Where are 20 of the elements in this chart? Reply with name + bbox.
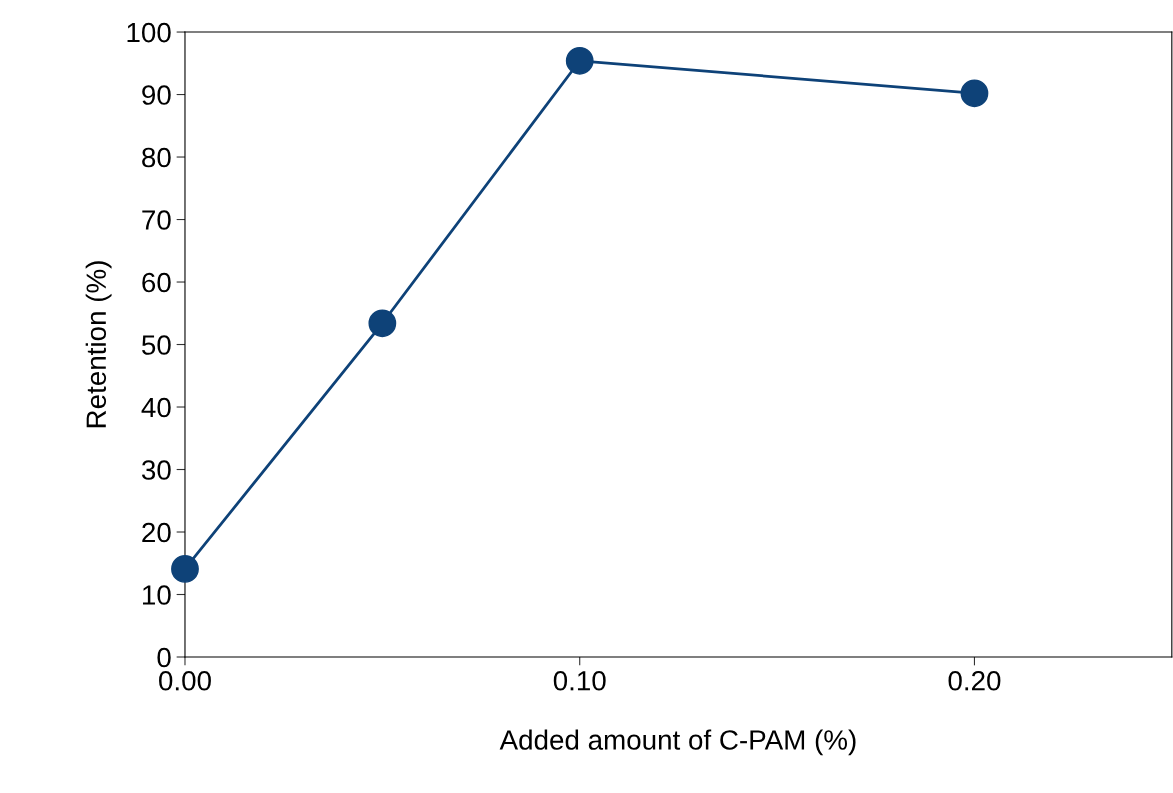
y-tick-label: 80 [142, 147, 171, 168]
y-tick-label: 0 [157, 647, 171, 668]
point [171, 554, 199, 583]
y-tick-label: 40 [141, 397, 171, 418]
x-tick-label: 0.20 [948, 670, 1001, 691]
y-tick-label: 50 [142, 335, 171, 355]
y-tick-label: 10 [143, 585, 171, 605]
y-tick-label: 20 [142, 522, 171, 543]
point [368, 309, 397, 338]
y-tick-label: 60 [142, 272, 171, 293]
y-tick-label: 100 [127, 22, 171, 43]
point [960, 79, 989, 108]
x-axis-title: Added amount of C-PAM (%) [499, 729, 856, 756]
x-tick-label: 0.00 [159, 670, 211, 691]
y-axis-title: Retention (%) [85, 261, 112, 428]
y-tick-label: 90 [142, 85, 171, 105]
y-tick-label: 30 [141, 460, 171, 480]
point [565, 46, 594, 75]
x-tick-label: 0.10 [553, 670, 606, 691]
y-tick-label: 70 [142, 210, 171, 230]
